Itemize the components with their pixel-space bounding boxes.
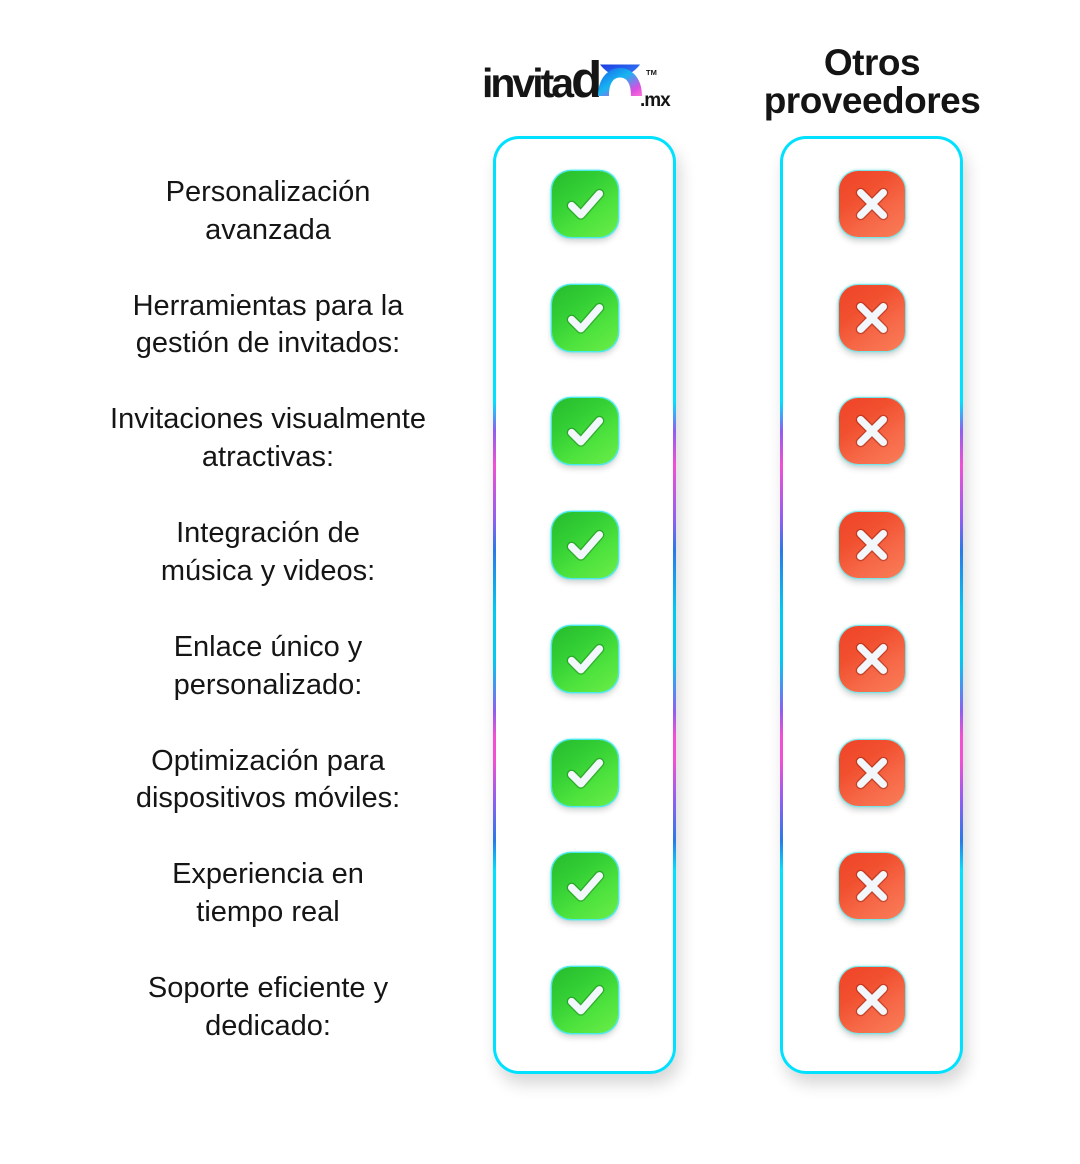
svg-text:invitad: invitad (484, 58, 599, 108)
svg-text:TM: TM (646, 68, 657, 77)
svg-text:.mx: .mx (640, 90, 671, 110)
